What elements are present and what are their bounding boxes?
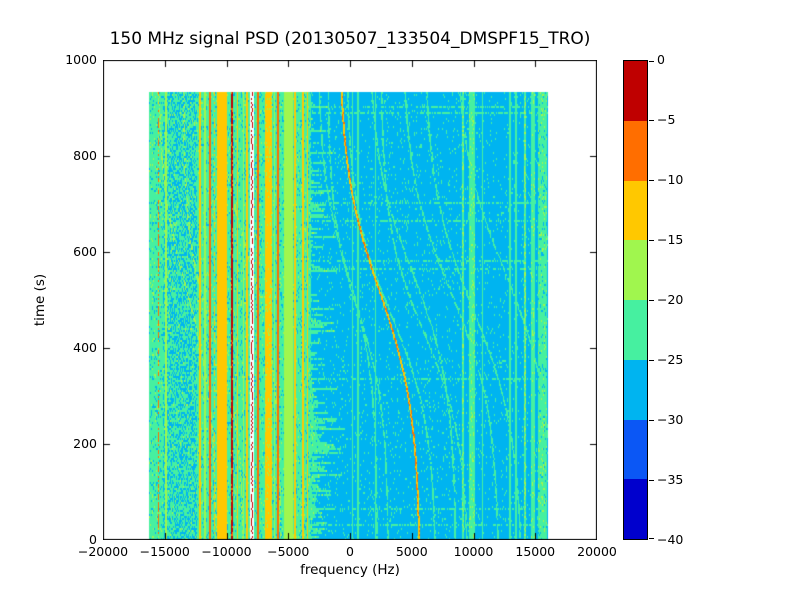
x-tick-label: 5000: [395, 544, 428, 559]
y-tick-label: 400: [73, 340, 97, 355]
colorbar-tick-label: −40: [657, 532, 684, 547]
x-tick-label: −5000: [267, 544, 310, 559]
colorbar-tick-label: −10: [657, 172, 684, 187]
colorbar-segment: [624, 120, 647, 181]
colorbar-segment: [624, 479, 647, 539]
colorbar-tick-label: −5: [657, 112, 676, 127]
y-tick-label: 600: [73, 244, 97, 259]
x-tick-label: −20000: [77, 544, 129, 559]
spectrogram-canvas: [103, 60, 597, 540]
colorbar-tick: [649, 61, 654, 62]
colorbar-segment: [624, 419, 647, 480]
colorbar-segment: [624, 180, 647, 241]
colorbar-segment: [624, 359, 647, 420]
colorbar-tick-label: −20: [657, 292, 684, 307]
colorbar-segment: [624, 240, 647, 300]
colorbar: [623, 60, 648, 540]
colorbar-tick: [649, 240, 654, 241]
colorbar-segment: [624, 61, 647, 121]
colorbar-tick: [649, 420, 654, 421]
y-tick-label: 200: [73, 436, 97, 451]
x-tick-label: 10000: [453, 544, 494, 559]
colorbar-tick: [649, 360, 654, 361]
colorbar-tick: [649, 180, 654, 181]
y-axis-label: time (s): [32, 273, 48, 327]
colorbar-segment: [624, 300, 647, 360]
x-tick-label: −15000: [139, 544, 190, 559]
colorbar-tick-label: −30: [657, 412, 684, 427]
y-tick-label: 1000: [65, 52, 97, 67]
y-tick-label: 0: [89, 532, 97, 547]
x-tick-label: 0: [346, 544, 354, 559]
colorbar-tick: [649, 300, 654, 301]
colorbar-tick-label: −25: [657, 352, 684, 367]
x-tick-label: 20000: [577, 544, 617, 559]
y-tick-label: 800: [73, 148, 97, 163]
x-tick-label: −10000: [201, 544, 252, 559]
x-axis-label: frequency (Hz): [300, 562, 400, 578]
colorbar-tick: [649, 120, 654, 121]
plot-title: 150 MHz signal PSD (20130507_133504_DMSP…: [109, 29, 591, 49]
colorbar-tick-label: −15: [657, 232, 684, 247]
colorbar-tick-label: 0: [657, 52, 665, 67]
x-tick-label: 15000: [515, 544, 556, 559]
colorbar-tick-label: −35: [657, 472, 684, 487]
colorbar-tick: [649, 538, 654, 539]
colorbar-tick: [649, 480, 654, 481]
